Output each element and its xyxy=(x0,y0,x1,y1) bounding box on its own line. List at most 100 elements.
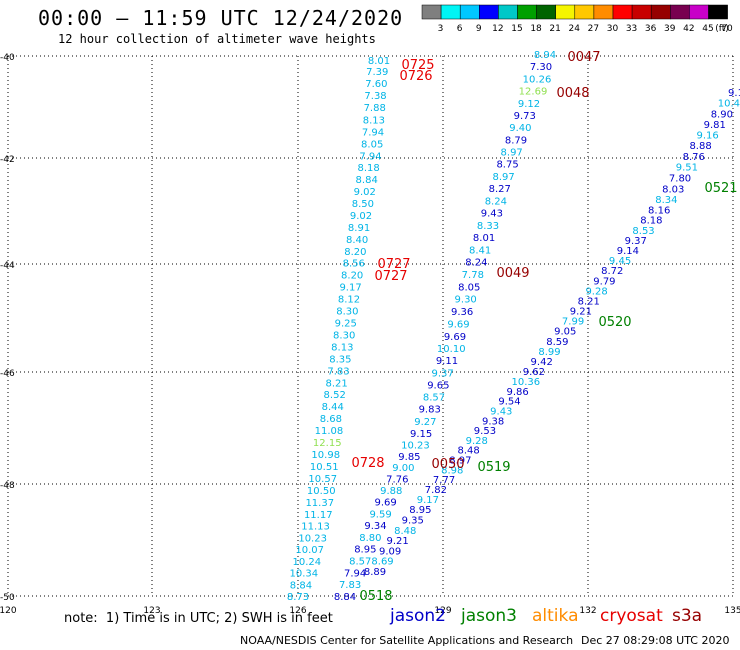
swh-value: 8.75 xyxy=(496,160,518,171)
lon-tick: 126 xyxy=(289,606,306,616)
swh-value: 9.65 xyxy=(427,380,449,391)
legend-swatch xyxy=(708,4,728,20)
credit-text: NOAA/NESDIS Center for Satellite Applica… xyxy=(240,634,574,647)
swh-value: 9.59 xyxy=(369,509,391,520)
swh-value: 7.94 xyxy=(362,127,384,138)
swh-value: 8.35 xyxy=(329,354,351,365)
swh-value: 8.59 xyxy=(546,337,568,348)
swh-value: 8.05 xyxy=(458,282,480,293)
swh-value: 9.21 xyxy=(570,307,592,318)
swh-value: 8.50 xyxy=(352,199,374,210)
generated-timestamp: Dec 27 08:29:08 UTC 2020 xyxy=(581,634,730,647)
swh-value: 8.12 xyxy=(338,295,360,306)
legend-swatch xyxy=(517,4,537,20)
pass-time-label: 0049 xyxy=(496,266,529,281)
swh-value: 8.89 xyxy=(364,567,386,578)
swh-value: 9.09 xyxy=(379,546,401,557)
lon-tick: 132 xyxy=(579,606,596,616)
axis-labels: -40 -42 -44 -46 -48 -50 120 123 126 129 132 135 xyxy=(0,53,740,616)
swh-value: 8.18 xyxy=(357,163,379,174)
swh-value: 8.57 xyxy=(349,557,371,568)
lat-tick: -48 xyxy=(0,481,15,491)
swh-value: 10.34 xyxy=(290,569,319,580)
lat-tick: -40 xyxy=(0,53,15,63)
swh-value: 8.80 xyxy=(359,533,381,544)
pass-time-label: 0726 xyxy=(399,69,432,84)
legend-swatch xyxy=(650,4,671,20)
legend-swatch xyxy=(612,4,633,20)
swh-value: 9.11 xyxy=(436,356,458,367)
swh-value: 8.30 xyxy=(333,331,355,342)
wave-height-legend: 3 6 9 12 15 18 21 24 27 30 33 36 39 42 45 70(ft) xyxy=(421,4,733,34)
pass-time-label: 0727 xyxy=(374,269,407,284)
swh-value: 8.97 xyxy=(449,456,471,467)
legend-label: 36 xyxy=(645,24,657,34)
swh-value: 9.28 xyxy=(585,286,607,297)
swh-value: 12.69 xyxy=(519,87,548,98)
legend-label: 18 xyxy=(530,24,542,34)
swh-value: 8.20 xyxy=(341,271,363,282)
legend-swatch xyxy=(479,4,499,20)
swh-value: 9.1 xyxy=(728,88,740,99)
swh-value: 10.23 xyxy=(401,440,430,451)
swh-value: 11.08 xyxy=(315,426,344,437)
swh-value: 8.69 xyxy=(371,557,393,568)
swh-value: 9.16 xyxy=(697,131,719,142)
swh-value: 8.30 xyxy=(336,307,358,318)
legend-label: 45 xyxy=(702,24,713,34)
swh-value: 9.02 xyxy=(350,211,372,222)
swh-value: 7.60 xyxy=(365,79,387,90)
swh-value: 7.38 xyxy=(364,91,386,102)
swh-value: 8.97 xyxy=(501,147,523,158)
swh-value: 9.69 xyxy=(447,319,469,330)
swh-value: 10.10 xyxy=(437,344,466,355)
swh-value: 9.43 xyxy=(490,406,512,417)
swh-value: 9.69 xyxy=(444,332,466,343)
legend-label: 30 xyxy=(607,24,619,34)
pass-time-label: 0518 xyxy=(359,589,392,604)
swh-value: 10.50 xyxy=(307,486,336,497)
satellite-name: jason2 xyxy=(390,606,446,626)
swh-value: 7.78 xyxy=(462,270,484,281)
lat-tick: -50 xyxy=(0,593,15,603)
swh-value: 8.57 xyxy=(423,393,445,404)
swh-value: 8.90 xyxy=(711,109,733,120)
swh-value: 10.4 xyxy=(718,99,740,110)
swh-value: 10.23 xyxy=(298,533,327,544)
satellite-name: altika xyxy=(532,606,579,626)
lon-tick: 123 xyxy=(143,606,160,616)
swh-value: 8.48 xyxy=(394,526,416,537)
swh-value: 8.40 xyxy=(346,235,368,246)
swh-value: 9.42 xyxy=(531,357,553,368)
swh-value: 9.86 xyxy=(507,387,529,398)
swh-value: 8.27 xyxy=(489,184,511,195)
pass-time-label: 0048 xyxy=(556,86,589,101)
swh-value: 10.57 xyxy=(308,474,337,485)
swh-value: 9.40 xyxy=(509,123,531,134)
legend-swatch xyxy=(421,4,442,20)
legend-label: 21 xyxy=(549,24,560,34)
swh-value: 7.30 xyxy=(530,62,552,73)
swh-value: 8.84 xyxy=(334,592,356,603)
pass-time-label: 0725 xyxy=(401,58,434,73)
pass-time-label: 0521 xyxy=(704,181,737,196)
legend-label: 27 xyxy=(588,24,599,34)
page-subtitle: 12 hour collection of altimeter wave hei… xyxy=(58,32,376,46)
swh-value: 9.45 xyxy=(609,256,631,267)
swh-value: 9.37 xyxy=(432,368,454,379)
lon-tick: 135 xyxy=(724,606,740,616)
swh-value: 9.73 xyxy=(514,111,536,122)
legend-swatch xyxy=(536,4,556,20)
swh-value: 8.53 xyxy=(632,226,654,237)
pass-time-label: 0047 xyxy=(567,50,600,65)
legend-label: 9 xyxy=(476,24,482,34)
legend-swatch xyxy=(631,4,652,20)
swh-value: 8.95 xyxy=(409,505,431,516)
lat-lon-grid xyxy=(7,55,734,597)
legend-swatch xyxy=(498,4,518,20)
swh-value: 11.37 xyxy=(305,498,334,509)
swh-value: 7.83 xyxy=(327,366,349,377)
swh-value: 9.81 xyxy=(704,120,726,131)
